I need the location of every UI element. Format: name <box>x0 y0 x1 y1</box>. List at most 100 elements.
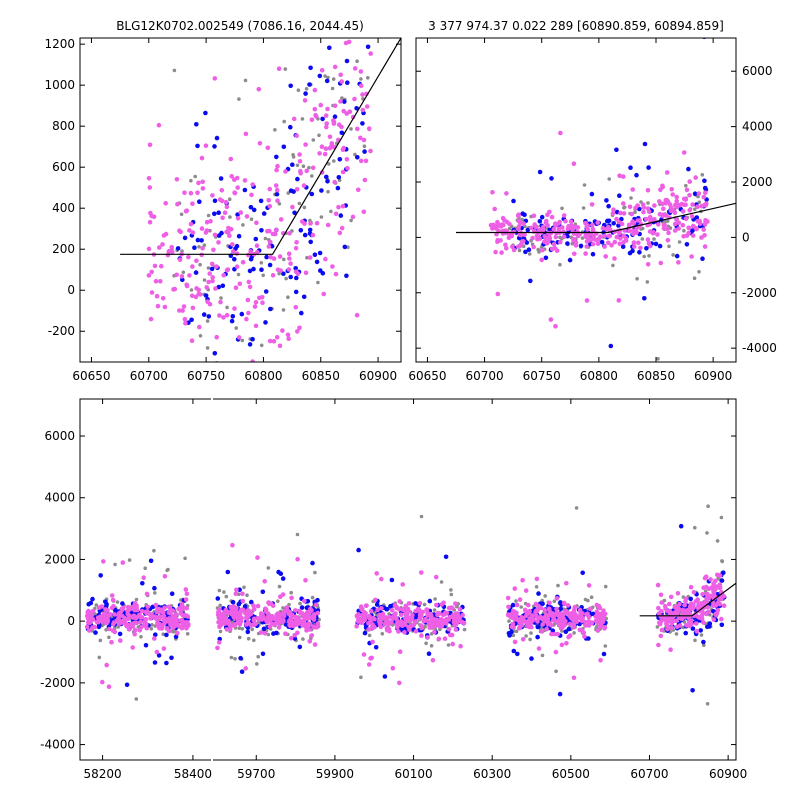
magenta-point <box>243 666 248 671</box>
magenta-point <box>308 615 313 620</box>
blue-point <box>646 165 651 170</box>
magenta-point <box>617 241 623 247</box>
magenta-point <box>683 202 688 208</box>
blue-point <box>628 165 633 170</box>
magenta-point <box>278 616 283 622</box>
blue-point <box>251 207 257 213</box>
magenta-point <box>621 211 627 216</box>
magenta-point <box>512 586 518 591</box>
gray-point <box>139 635 143 639</box>
magenta-point <box>339 225 345 231</box>
gray-point <box>667 244 671 249</box>
blue-point <box>197 199 202 204</box>
magenta-point <box>657 211 663 217</box>
gray-point <box>165 568 169 573</box>
blue-point <box>281 144 287 150</box>
magenta-point <box>256 616 261 622</box>
magenta-point <box>536 646 542 651</box>
magenta-point <box>200 179 205 185</box>
magenta-point <box>683 216 689 222</box>
data-points <box>488 38 710 412</box>
gray-point <box>94 603 99 607</box>
magenta-point <box>286 611 292 617</box>
gray-point <box>552 599 557 604</box>
magenta-point <box>340 169 346 175</box>
gray-point <box>697 200 702 204</box>
blue-point <box>308 239 314 245</box>
blue-point <box>336 175 342 180</box>
magenta-point <box>211 247 216 253</box>
magenta-point <box>250 182 255 187</box>
magenta-point <box>125 623 131 628</box>
magenta-point <box>361 137 367 143</box>
magenta-point <box>603 254 608 259</box>
magenta-point <box>112 629 118 635</box>
blue-point <box>642 296 647 301</box>
blue-point <box>305 598 311 604</box>
magenta-point <box>549 214 555 220</box>
magenta-point <box>147 142 153 148</box>
magenta-point <box>300 618 306 624</box>
magenta-point <box>158 279 163 284</box>
gray-point <box>319 215 324 219</box>
magenta-point <box>573 224 578 230</box>
magenta-point <box>655 232 660 237</box>
gray-point <box>663 219 667 224</box>
blue-point <box>212 198 218 204</box>
magenta-point <box>561 600 567 606</box>
blue-point <box>382 674 388 679</box>
blue-point <box>344 58 350 64</box>
blue-point <box>113 607 118 613</box>
magenta-point <box>419 633 424 638</box>
magenta-point <box>413 629 419 634</box>
magenta-point <box>159 263 164 269</box>
gray-point <box>273 128 277 132</box>
magenta-point <box>104 662 109 668</box>
magenta-point <box>237 622 243 627</box>
magenta-point <box>90 625 95 630</box>
magenta-point <box>660 184 665 190</box>
magenta-point <box>585 227 590 232</box>
magenta-point <box>621 233 626 239</box>
gray-point <box>219 296 223 300</box>
magenta-point <box>674 198 679 204</box>
magenta-point <box>262 579 268 584</box>
magenta-point <box>315 621 321 626</box>
magenta-point <box>563 609 569 614</box>
magenta-point <box>695 597 700 602</box>
blue-point <box>248 204 254 210</box>
gray-point <box>97 655 102 660</box>
magenta-point <box>598 658 603 663</box>
gray-point <box>198 334 203 338</box>
magenta-point <box>327 134 333 140</box>
blue-point <box>324 78 330 84</box>
magenta-point <box>368 51 374 56</box>
magenta-point <box>578 610 584 616</box>
magenta-point <box>287 231 293 236</box>
magenta-point <box>565 603 571 608</box>
gray-point <box>699 633 704 637</box>
magenta-point <box>363 158 369 164</box>
magenta-point <box>339 79 345 84</box>
magenta-point <box>301 183 307 188</box>
magenta-point <box>711 600 716 606</box>
magenta-point <box>174 272 179 278</box>
y-tick-label: 1000 <box>44 78 75 92</box>
magenta-point <box>296 616 302 622</box>
magenta-point <box>626 407 631 412</box>
magenta-point <box>564 580 569 586</box>
x-tick-label: 60100 <box>394 767 432 781</box>
gray-point <box>603 644 608 648</box>
y-tick-label: 4000 <box>742 120 773 134</box>
magenta-point <box>539 257 544 263</box>
blue-point <box>630 248 635 254</box>
magenta-point <box>443 610 448 615</box>
magenta-point <box>668 647 673 652</box>
blue-point <box>247 268 253 274</box>
magenta-point <box>713 611 718 617</box>
magenta-point <box>360 107 366 113</box>
magenta-point <box>218 299 223 305</box>
blue-point <box>426 651 432 656</box>
magenta-point <box>340 203 346 209</box>
magenta-point <box>671 618 677 623</box>
